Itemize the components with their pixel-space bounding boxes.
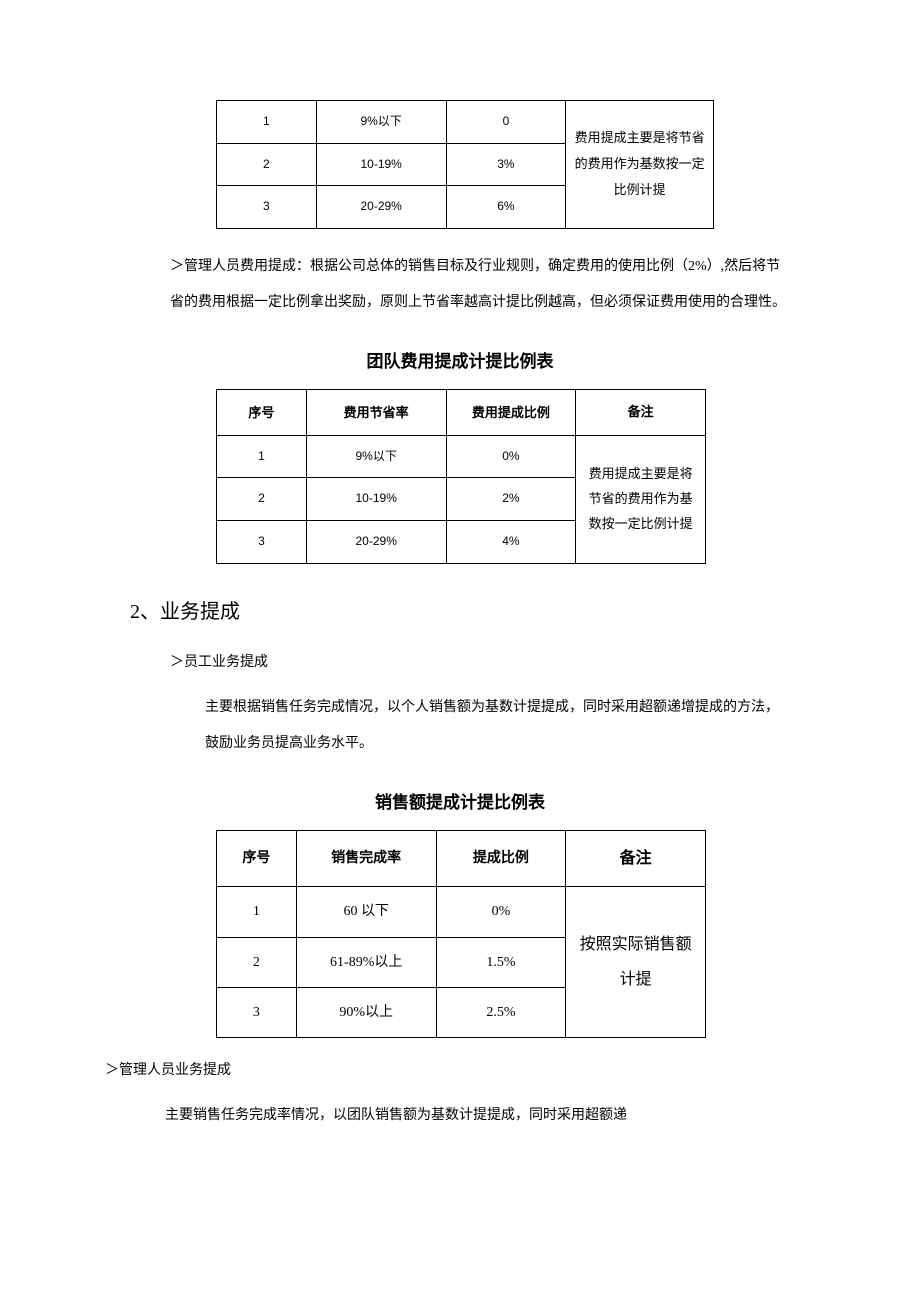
cell-rate: 90%以上 <box>296 987 436 1037</box>
table-expense-commission-top: 1 9%以下 0 费用提成主要是将节省的费用作为基数按一定比例计提 2 10-1… <box>216 100 714 229</box>
cell-ratio: 0% <box>436 887 566 937</box>
cell-seq: 1 <box>217 101 317 144</box>
paragraph-manager-business: 主要销售任务完成率情况，以团队销售额为基数计提提成，同时采用超额递 <box>165 1098 790 1134</box>
sub-heading-manager-business: ＞管理人员业务提成 <box>105 1058 790 1083</box>
cell-ratio: 4% <box>446 521 576 564</box>
cell-ratio: 1.5% <box>436 937 566 987</box>
cell-remark: 按照实际销售额计提 <box>566 887 706 1038</box>
cell-remark: 费用提成主要是将节省的费用作为基数按一定比例计提 <box>566 101 714 229</box>
cell-rate: 20-29% <box>316 186 446 229</box>
cell-ratio: 2% <box>446 478 576 521</box>
header-remark: 备注 <box>576 390 706 436</box>
header-save-rate: 费用节省率 <box>306 390 446 436</box>
table-header-row: 序号 销售完成率 提成比例 备注 <box>217 831 706 887</box>
header-completion-rate: 销售完成率 <box>296 831 436 887</box>
cell-remark: 费用提成主要是将节省的费用作为基数按一定比例计提 <box>576 435 706 563</box>
cell-seq: 1 <box>217 887 297 937</box>
table-title-team-expense: 团队费用提成计提比例表 <box>130 347 790 378</box>
sub-heading-employee-business: ＞员工业务提成 <box>170 650 790 675</box>
cell-seq: 2 <box>217 143 317 186</box>
cell-rate: 61-89%以上 <box>296 937 436 987</box>
cell-ratio: 6% <box>446 186 566 229</box>
cell-seq: 2 <box>217 478 307 521</box>
table-row: 1 9%以下 0 费用提成主要是将节省的费用作为基数按一定比例计提 <box>217 101 714 144</box>
cell-ratio: 2.5% <box>436 987 566 1037</box>
cell-seq: 2 <box>217 937 297 987</box>
section-heading-business-commission: 2、业务提成 <box>130 594 790 630</box>
cell-rate: 9%以下 <box>306 435 446 478</box>
header-seq: 序号 <box>217 390 307 436</box>
header-commission-ratio: 提成比例 <box>436 831 566 887</box>
cell-seq: 3 <box>217 521 307 564</box>
cell-rate: 20-29% <box>306 521 446 564</box>
table-team-expense-commission: 序号 费用节省率 费用提成比例 备注 1 9%以下 0% 费用提成主要是将节省的… <box>216 389 706 563</box>
table-row: 1 9%以下 0% 费用提成主要是将节省的费用作为基数按一定比例计提 <box>217 435 706 478</box>
header-commission-ratio: 费用提成比例 <box>446 390 576 436</box>
header-remark: 备注 <box>566 831 706 887</box>
cell-seq: 3 <box>217 987 297 1037</box>
table-sales-commission: 序号 销售完成率 提成比例 备注 1 60 以下 0% 按照实际销售额计提 2 … <box>216 830 706 1038</box>
table-row: 1 60 以下 0% 按照实际销售额计提 <box>217 887 706 937</box>
cell-ratio: 0% <box>446 435 576 478</box>
cell-rate: 10-19% <box>306 478 446 521</box>
paragraph-manager-expense: ＞管理人员费用提成：根据公司总体的销售目标及行业规则，确定费用的使用比例（2%）… <box>170 249 790 322</box>
header-seq: 序号 <box>217 831 297 887</box>
cell-ratio: 3% <box>446 143 566 186</box>
table-title-sales-commission: 销售额提成计提比例表 <box>130 788 790 819</box>
table-header-row: 序号 费用节省率 费用提成比例 备注 <box>217 390 706 436</box>
cell-ratio: 0 <box>446 101 566 144</box>
cell-rate: 60 以下 <box>296 887 436 937</box>
cell-seq: 1 <box>217 435 307 478</box>
cell-rate: 9%以下 <box>316 101 446 144</box>
cell-rate: 10-19% <box>316 143 446 186</box>
paragraph-employee-business: 主要根据销售任务完成情况，以个人销售额为基数计提提成，同时采用超额递增提成的方法… <box>205 690 790 763</box>
cell-seq: 3 <box>217 186 317 229</box>
